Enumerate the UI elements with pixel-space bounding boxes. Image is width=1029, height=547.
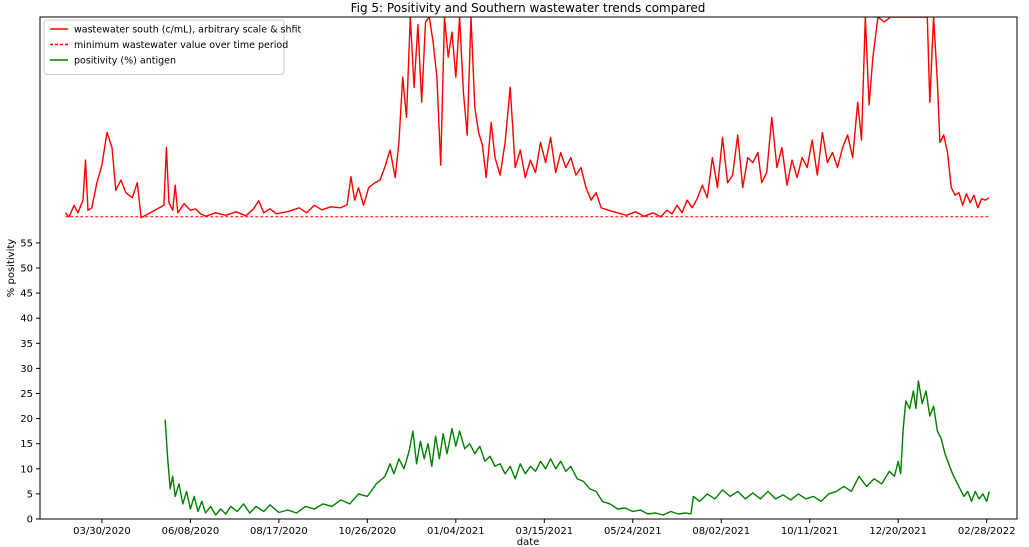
x-tick-label: 10/11/2021 <box>781 526 839 537</box>
y-axis-title: % positivity <box>6 239 17 297</box>
x-axis-title: date <box>517 537 540 547</box>
y-tick-label: 50 <box>20 264 33 275</box>
legend: wastewater south (c/mL), arbitrary scale… <box>43 19 301 75</box>
series-line-0 <box>64 17 990 219</box>
y-tick-label: 30 <box>20 364 33 375</box>
y-tick-label: 15 <box>20 439 33 450</box>
x-tick-label: 03/30/2020 <box>73 526 131 537</box>
x-tick-label: 12/20/2021 <box>869 526 927 537</box>
series-line-2 <box>164 380 990 516</box>
x-tick-label: 03/15/2021 <box>515 526 573 537</box>
x-tick-label: 01/04/2021 <box>427 526 485 537</box>
x-tick-label: 05/24/2021 <box>604 526 662 537</box>
y-tick-label: 25 <box>20 389 33 400</box>
y-tick-label: 55 <box>20 238 33 249</box>
x-axis: 03/30/2020 06/08/2020 08/17/2020 10/26/2020… <box>73 519 1015 537</box>
legend-label: positivity (%) antigen <box>74 56 176 67</box>
y-tick-label: 35 <box>20 339 33 350</box>
y-tick-label: 5 <box>27 489 33 500</box>
chart-title: Fig 5: Positivity and Southern wastewate… <box>351 1 706 15</box>
x-tick-label: 06/08/2020 <box>162 526 220 537</box>
y-tick-label: 0 <box>27 515 33 526</box>
x-tick-label: 08/17/2020 <box>250 526 308 537</box>
y-tick-label: 45 <box>20 289 33 300</box>
legend-box <box>43 19 285 75</box>
plot-area <box>64 17 990 516</box>
legend-label: minimum wastewater value over time perio… <box>74 40 288 51</box>
x-tick-label: 10/26/2020 <box>339 526 397 537</box>
x-tick-label: 08/02/2021 <box>692 526 750 537</box>
legend-label: wastewater south (c/mL), arbitrary scale… <box>74 25 301 36</box>
plot-frame <box>39 16 1018 520</box>
y-tick-label: 40 <box>20 314 33 325</box>
y-tick-label: 10 <box>20 464 33 475</box>
y-tick-label: 20 <box>20 414 33 425</box>
y-axis: 0 5 10 15 20 25 30 35 40 45 50 55 <box>20 238 40 526</box>
x-tick-label: 02/28/2022 <box>958 526 1016 537</box>
